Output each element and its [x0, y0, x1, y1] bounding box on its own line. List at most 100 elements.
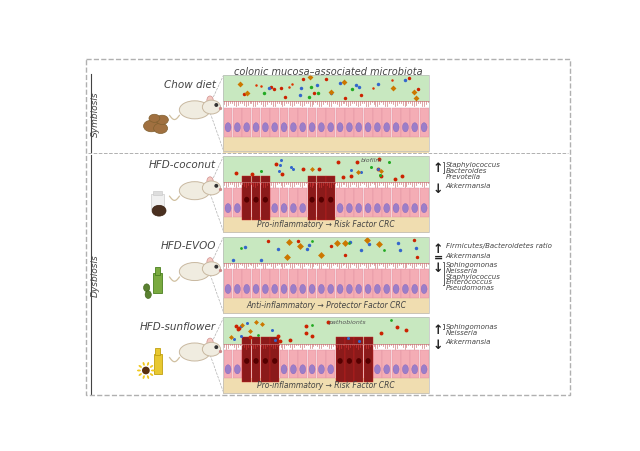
Text: ↓: ↓ — [433, 262, 444, 275]
Ellipse shape — [137, 370, 141, 372]
Bar — [373, 108, 382, 137]
Bar — [223, 189, 232, 218]
Ellipse shape — [328, 365, 333, 374]
Ellipse shape — [147, 375, 149, 379]
Bar — [392, 108, 401, 137]
Ellipse shape — [262, 285, 268, 294]
Text: ↓: ↓ — [433, 183, 444, 196]
Bar — [153, 273, 162, 294]
Ellipse shape — [244, 124, 250, 133]
Bar — [317, 108, 326, 137]
Ellipse shape — [291, 365, 296, 374]
Text: Pro-inflammatory → Risk Factor CRC: Pro-inflammatory → Risk Factor CRC — [257, 380, 395, 389]
Bar — [392, 189, 401, 218]
Bar — [364, 189, 372, 218]
Ellipse shape — [272, 285, 278, 294]
Bar — [252, 176, 260, 221]
Bar — [155, 267, 160, 275]
Bar — [373, 270, 382, 299]
Ellipse shape — [328, 198, 333, 203]
Ellipse shape — [225, 285, 231, 294]
Bar — [252, 337, 260, 382]
Bar — [280, 189, 289, 218]
Ellipse shape — [347, 358, 352, 364]
Ellipse shape — [150, 373, 153, 376]
Text: Sphingomonas: Sphingomonas — [446, 323, 498, 329]
Ellipse shape — [234, 124, 241, 133]
Bar — [326, 270, 335, 299]
Ellipse shape — [207, 177, 213, 186]
Ellipse shape — [253, 285, 259, 294]
Bar — [153, 191, 162, 195]
Ellipse shape — [356, 285, 362, 294]
Ellipse shape — [291, 124, 296, 133]
Text: Bacteroides: Bacteroides — [446, 167, 487, 174]
Ellipse shape — [309, 365, 315, 374]
Bar — [401, 350, 410, 379]
Bar — [223, 318, 429, 344]
Ellipse shape — [253, 358, 259, 364]
Bar — [223, 218, 429, 234]
Ellipse shape — [421, 204, 427, 213]
Ellipse shape — [374, 285, 380, 294]
Ellipse shape — [309, 124, 315, 133]
Bar — [326, 108, 335, 137]
Ellipse shape — [300, 365, 306, 374]
Bar — [223, 270, 232, 299]
Circle shape — [215, 185, 218, 188]
Bar — [308, 270, 317, 299]
Bar — [382, 189, 391, 218]
Text: Akkermansia: Akkermansia — [446, 183, 491, 189]
Ellipse shape — [139, 373, 142, 376]
Ellipse shape — [156, 116, 168, 125]
Bar — [270, 270, 279, 299]
Ellipse shape — [319, 365, 324, 374]
Bar — [401, 270, 410, 299]
Bar — [233, 108, 242, 137]
Bar — [280, 270, 289, 299]
Bar — [345, 189, 354, 218]
Bar — [223, 156, 429, 183]
Ellipse shape — [374, 204, 380, 213]
Ellipse shape — [393, 365, 399, 374]
Ellipse shape — [365, 124, 371, 133]
Bar — [289, 189, 298, 218]
Ellipse shape — [225, 365, 231, 374]
Ellipse shape — [356, 358, 362, 364]
Text: Firmicutes/Bacteroidetes ratio: Firmicutes/Bacteroidetes ratio — [446, 242, 552, 249]
Ellipse shape — [346, 285, 353, 294]
Text: =: = — [433, 252, 443, 262]
Ellipse shape — [272, 204, 278, 213]
Bar — [223, 237, 429, 313]
Text: Akkermansia: Akkermansia — [446, 252, 491, 258]
Text: Enterococcus: Enterococcus — [446, 279, 493, 285]
Bar — [382, 350, 391, 379]
Text: Pro-inflammatory → Risk Factor CRC: Pro-inflammatory → Risk Factor CRC — [257, 220, 395, 229]
Bar — [326, 350, 335, 379]
Ellipse shape — [244, 285, 250, 294]
Ellipse shape — [244, 358, 250, 364]
Bar — [261, 270, 270, 299]
Bar — [401, 189, 410, 218]
Ellipse shape — [365, 358, 371, 364]
Text: Anti-inflammatory → Protector Factor CRC: Anti-inflammatory → Protector Factor CRC — [246, 300, 406, 309]
Bar — [243, 108, 251, 137]
Bar — [243, 176, 251, 221]
Bar — [335, 108, 344, 137]
Ellipse shape — [393, 285, 399, 294]
Bar — [298, 270, 307, 299]
Ellipse shape — [393, 204, 399, 213]
Ellipse shape — [300, 124, 306, 133]
Bar — [155, 348, 160, 355]
Ellipse shape — [253, 124, 259, 133]
Text: Prevotella: Prevotella — [446, 173, 481, 179]
Bar — [317, 270, 326, 299]
Ellipse shape — [244, 198, 250, 203]
Ellipse shape — [384, 285, 390, 294]
Bar — [233, 189, 242, 218]
Ellipse shape — [346, 124, 353, 133]
Bar — [308, 108, 317, 137]
Ellipse shape — [346, 204, 353, 213]
Ellipse shape — [412, 285, 418, 294]
Text: Staphylococcus: Staphylococcus — [446, 273, 500, 279]
